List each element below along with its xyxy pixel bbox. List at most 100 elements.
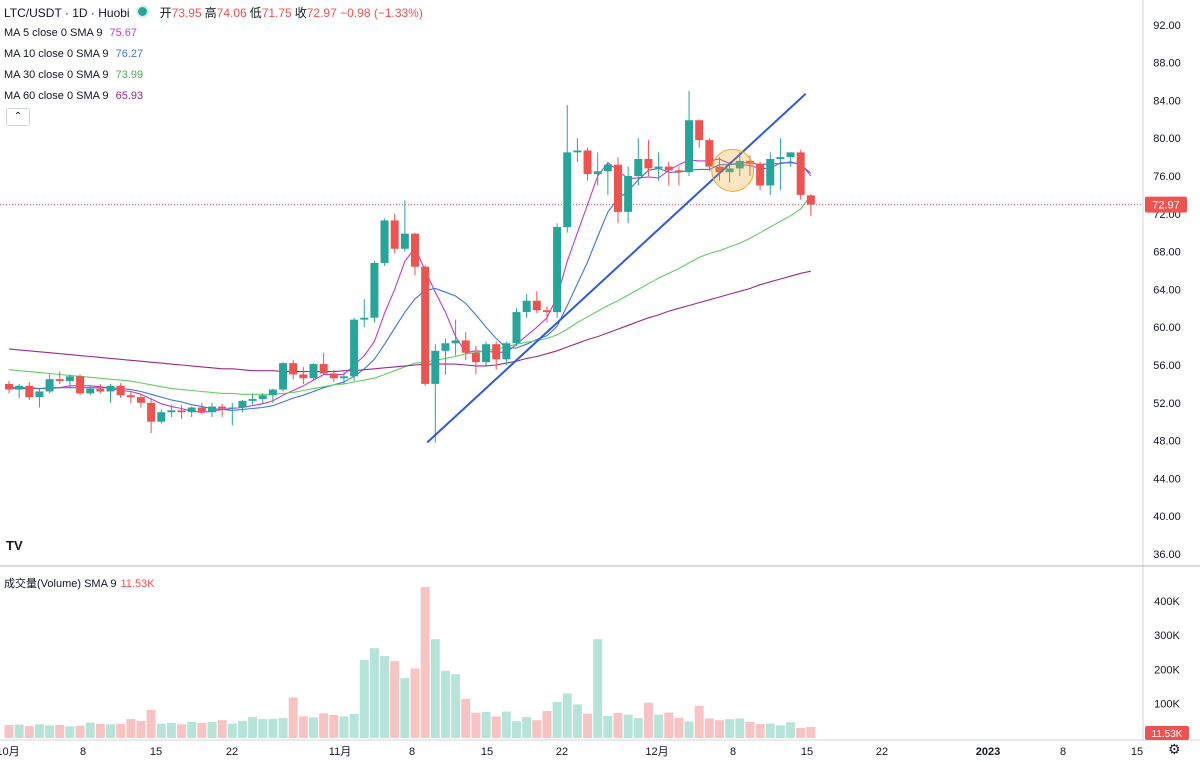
indicator-value: 73.99 xyxy=(115,69,144,81)
candle-body xyxy=(532,300,541,311)
candle-body xyxy=(35,391,44,398)
volume-bar xyxy=(471,712,481,738)
candle-body xyxy=(492,344,501,360)
volume-tick-label: 300K xyxy=(1154,630,1180,642)
ma-line xyxy=(8,270,812,373)
volume-bar xyxy=(4,724,14,738)
candle-body xyxy=(258,395,267,400)
time-tick-label: 8 xyxy=(1060,746,1066,758)
candle-body xyxy=(624,176,633,212)
time-tick-label: 12月 xyxy=(645,746,668,758)
candle-body xyxy=(55,379,64,382)
time-tick-label: 15 xyxy=(801,746,813,758)
volume-bar xyxy=(491,716,501,738)
candle-body xyxy=(603,164,612,172)
volume-bar xyxy=(268,718,278,738)
volume-bar xyxy=(146,709,156,738)
volume-bar xyxy=(197,722,207,738)
time-tick-label: 22 xyxy=(226,746,238,758)
indicator-ma5[interactable]: MA 5 close 0 SMA 9 75.67 xyxy=(4,26,137,40)
indicator-ma30[interactable]: MA 30 close 0 SMA 9 73.99 xyxy=(4,68,143,82)
moving-averages xyxy=(8,158,812,413)
candle-body xyxy=(461,340,470,353)
candle-body xyxy=(319,364,328,374)
price-tick-label: 40.00 xyxy=(1153,511,1181,523)
candle-body xyxy=(116,385,125,396)
candle-body xyxy=(136,397,145,403)
volume-bar xyxy=(14,724,24,738)
gear-icon[interactable]: ⚙ xyxy=(1168,741,1181,757)
chevron-up-icon[interactable]: ⌃ xyxy=(6,108,30,126)
candle-body xyxy=(86,388,95,394)
price-tick-label: 88.00 xyxy=(1153,58,1181,70)
low-value: 71.75 xyxy=(261,6,292,20)
candle-body xyxy=(745,160,754,164)
volume-bar xyxy=(390,661,400,738)
volume-bar xyxy=(512,721,521,738)
volume-bar xyxy=(603,716,613,738)
volume-bar xyxy=(136,720,146,738)
low-label: 低 xyxy=(249,6,262,20)
volume-bar xyxy=(75,725,85,738)
indicator-ma10[interactable]: MA 10 close 0 SMA 9 76.27 xyxy=(4,47,143,61)
candle-body xyxy=(238,400,247,408)
candle-body xyxy=(654,166,663,169)
price-tick-label: 60.00 xyxy=(1153,322,1181,334)
volume-bar xyxy=(552,701,562,738)
candle-body xyxy=(350,319,359,377)
volume-bar xyxy=(623,714,633,738)
volume-bar xyxy=(55,724,65,738)
high-label: 高 xyxy=(204,6,217,20)
candle-body xyxy=(339,376,348,379)
volume-bar xyxy=(278,718,288,738)
time-tick-label: 2023 xyxy=(976,746,1000,758)
volume-bar xyxy=(755,723,765,738)
market-status-dot xyxy=(135,5,149,18)
volume-bar xyxy=(369,648,379,738)
change-value: −0.98 (−1.33%) xyxy=(340,6,423,20)
indicator-ma60[interactable]: MA 60 close 0 SMA 9 65.93 xyxy=(4,89,143,103)
volume-bar xyxy=(745,721,755,738)
volume-legend[interactable]: 成交量(Volume) SMA 9 11.53K xyxy=(4,575,155,591)
volume-bar xyxy=(329,715,339,738)
candle-body xyxy=(735,160,744,169)
volume-bar xyxy=(583,713,593,738)
drawing-overlays xyxy=(426,93,807,444)
volume-bar xyxy=(187,721,197,738)
volume-bar xyxy=(430,639,440,738)
indicator-label: MA 5 close 0 SMA 9 xyxy=(4,27,103,39)
candle-body xyxy=(309,364,318,379)
candle-body xyxy=(766,158,775,186)
open-value: 73.95 xyxy=(171,6,202,20)
price-tick-label: 48.00 xyxy=(1153,436,1181,448)
volume-bar xyxy=(24,725,34,738)
symbol-title[interactable]: LTC/USDT · 1D · Huobi xyxy=(4,6,130,20)
time-tick-label: 8 xyxy=(730,746,736,758)
volume-bar xyxy=(85,722,95,738)
volume-bar xyxy=(674,717,684,738)
close-label: 收 xyxy=(294,6,307,20)
volume-bar xyxy=(684,721,694,738)
candle-body xyxy=(106,385,115,392)
volume-bar xyxy=(562,693,572,738)
last-volume-label: 11.53K xyxy=(1152,729,1183,740)
volume-pane xyxy=(4,587,816,738)
volume-bar xyxy=(461,698,471,738)
indicator-label: MA 60 close 0 SMA 9 xyxy=(4,90,109,102)
volume-bar xyxy=(217,720,227,738)
volume-bar xyxy=(786,722,796,738)
volume-bar xyxy=(704,718,714,738)
volume-bar xyxy=(542,710,552,738)
time-tick-label: 22 xyxy=(876,746,888,758)
candle-body xyxy=(522,300,531,313)
candle-body xyxy=(370,262,379,318)
indicator-value: 65.93 xyxy=(115,90,144,102)
volume-bar xyxy=(227,723,237,738)
candle-body xyxy=(157,412,166,422)
volume-tick-label: 100K xyxy=(1154,699,1180,711)
tradingview-logo[interactable]: TV xyxy=(6,538,23,553)
volume-bar xyxy=(532,720,542,738)
candle-body xyxy=(482,344,491,363)
volume-tick-label: 200K xyxy=(1154,664,1180,676)
